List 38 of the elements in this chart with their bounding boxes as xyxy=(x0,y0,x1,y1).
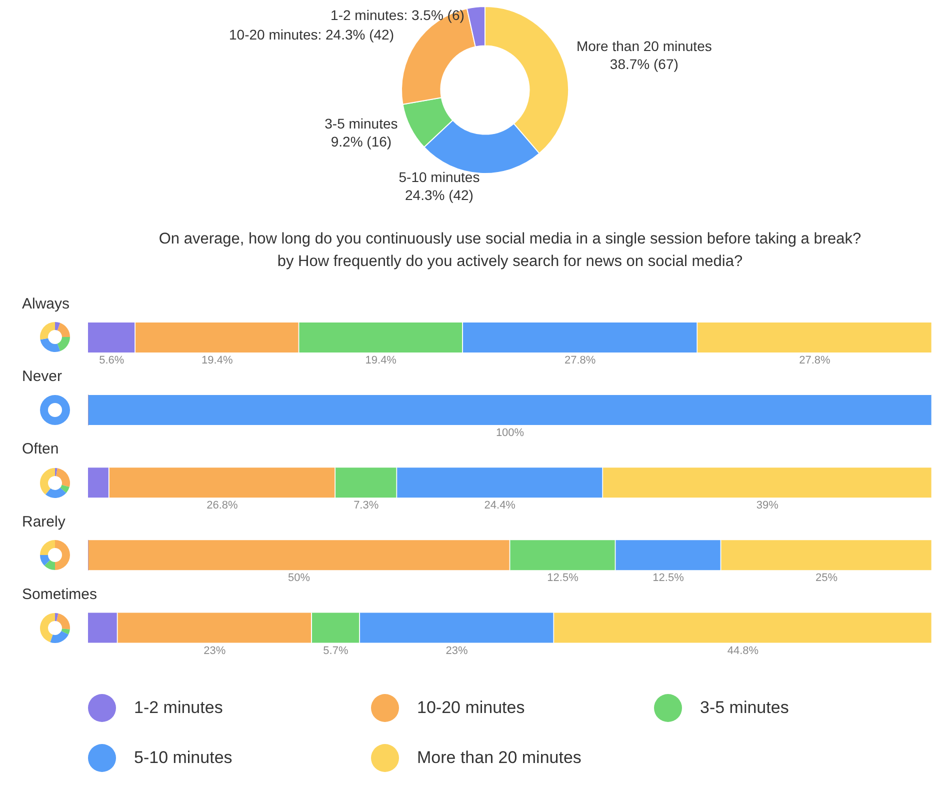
data-label: 100% xyxy=(496,427,524,440)
legend-label: 1-2 minutes xyxy=(133,697,224,719)
data-label: 44.8% xyxy=(727,644,759,657)
data-label: 26.8% xyxy=(206,500,238,512)
chart-subtitle: by How frequently do you actively search for news on social media? xyxy=(277,253,743,270)
data-label: 38.7% (67) xyxy=(610,56,678,72)
data-label: 5.6% xyxy=(99,354,124,367)
y-tick-label: Often xyxy=(22,440,59,458)
data-label: 50% xyxy=(288,572,310,584)
y-tick-label: Always xyxy=(22,296,70,313)
data-label: 23% xyxy=(446,644,468,657)
slice-label: 10-20 minutes: 24.3% (42) xyxy=(229,26,394,43)
data-label: 19.4% xyxy=(365,354,397,367)
legend-label: 5-10 minutes xyxy=(133,747,234,769)
chart-title: On average, how long do you continuously use social media in a single session before taking a break? xyxy=(158,230,862,248)
data-label: 9.2% (16) xyxy=(330,133,392,150)
y-tick-label: Never xyxy=(22,368,62,386)
data-label: 23% xyxy=(204,644,226,657)
legend-label: 10-20 minutes xyxy=(416,697,526,719)
data-label: 27.8% xyxy=(799,354,830,367)
legend-label: 3-5 minutes xyxy=(699,697,790,719)
data-label: 5.7% xyxy=(323,644,348,657)
data-label: 24.3% (42) xyxy=(404,187,474,204)
data-label: 7.3% xyxy=(354,500,379,512)
y-tick-label: Sometimes xyxy=(22,586,98,603)
slice-label: 1-2 minutes: 3.5% (6) xyxy=(330,6,464,23)
legend-label: More than 20 minutes xyxy=(416,747,582,769)
data-label: 39% xyxy=(756,500,779,512)
data-label: 27.8% xyxy=(564,354,596,367)
data-label: 12.5% xyxy=(547,572,579,584)
data-label: 12.5% xyxy=(652,572,684,584)
data-label: 25% xyxy=(815,572,838,584)
slice-label: More than 20 minutes xyxy=(576,38,712,54)
data-label: 19.4% xyxy=(202,354,233,367)
y-tick-label: Rarely xyxy=(22,513,66,530)
slice-label: 5-10 minutes xyxy=(398,169,480,186)
data-label: 24.4% xyxy=(484,500,516,512)
slice-label: 3-5 minutes xyxy=(324,115,398,132)
